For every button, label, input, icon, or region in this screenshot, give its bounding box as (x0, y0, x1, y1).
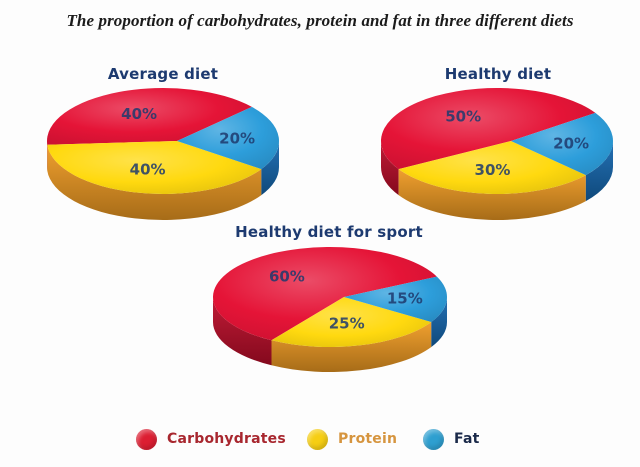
pie-slice-side-fat (431, 297, 447, 347)
legend-label-fat: Fat (454, 431, 480, 447)
slice-label-fat: 20% (219, 130, 255, 148)
pie-slice-side-carbohydrates (381, 141, 399, 196)
pie-slice-fat (511, 112, 614, 176)
pie-slice-side-fat (585, 141, 613, 202)
slice-label-fat: 15% (387, 290, 423, 308)
pie-slice-side-protein (271, 322, 432, 372)
pie-slice-carbohydrates (380, 87, 596, 170)
legend-swatch-carbohydrates-icon (136, 428, 157, 450)
pie-chart-healthy-diet: 50% 30% 20% (380, 87, 614, 221)
pie-slice-side-fat (261, 141, 279, 196)
slice-label-protein: 40% (130, 160, 166, 178)
pie-chart-average-diet: 40% 40% 20% (46, 87, 280, 221)
pie-slice-protein (398, 141, 586, 195)
slice-label-protein: 25% (329, 315, 365, 333)
slice-label-carbohydrates: 40% (121, 105, 157, 123)
pie-slice-carbohydrates (46, 87, 252, 145)
legend-label-carbohydrates: Carbohydrates (167, 431, 286, 447)
legend-item-protein: Protein (307, 428, 397, 450)
pie-title-average-diet: Average diet (107, 65, 219, 83)
legend-item-fat: Fat (423, 428, 479, 450)
pie-slice-side-carbohydrates (213, 297, 272, 366)
legend-swatch-protein-icon (307, 428, 328, 450)
legend-item-carbohydrates: Carbohydrates (136, 428, 286, 450)
pie-title-healthy-diet: Healthy diet (444, 65, 552, 83)
pie-slice-side-protein (47, 144, 262, 221)
pie-slice-protein (47, 141, 262, 195)
pie-chart-healthy-diet-for-sport: 60% 25% 15% (212, 246, 447, 372)
slice-label-carbohydrates: 60% (269, 268, 305, 286)
pie-slice-fat (344, 276, 447, 322)
pie-slice-side-protein (398, 169, 586, 221)
slice-label-carbohydrates: 50% (445, 107, 481, 125)
legend-swatch-fat-icon (423, 428, 444, 450)
slice-label-fat: 20% (553, 134, 589, 152)
pie-slice-fat (177, 106, 280, 170)
slice-label-protein: 30% (475, 161, 511, 179)
pie-slice-carbohydrates (212, 246, 437, 341)
pie-slice-protein (271, 297, 432, 347)
pie-title-healthy-diet-for-sport: Healthy diet for sport (235, 223, 423, 241)
legend-label-protein: Protein (338, 431, 398, 447)
chart-legend: Carbohydrates Protein Fat (0, 428, 640, 452)
figure-title: The proportion of carbohydrates, protein… (66, 11, 574, 30)
